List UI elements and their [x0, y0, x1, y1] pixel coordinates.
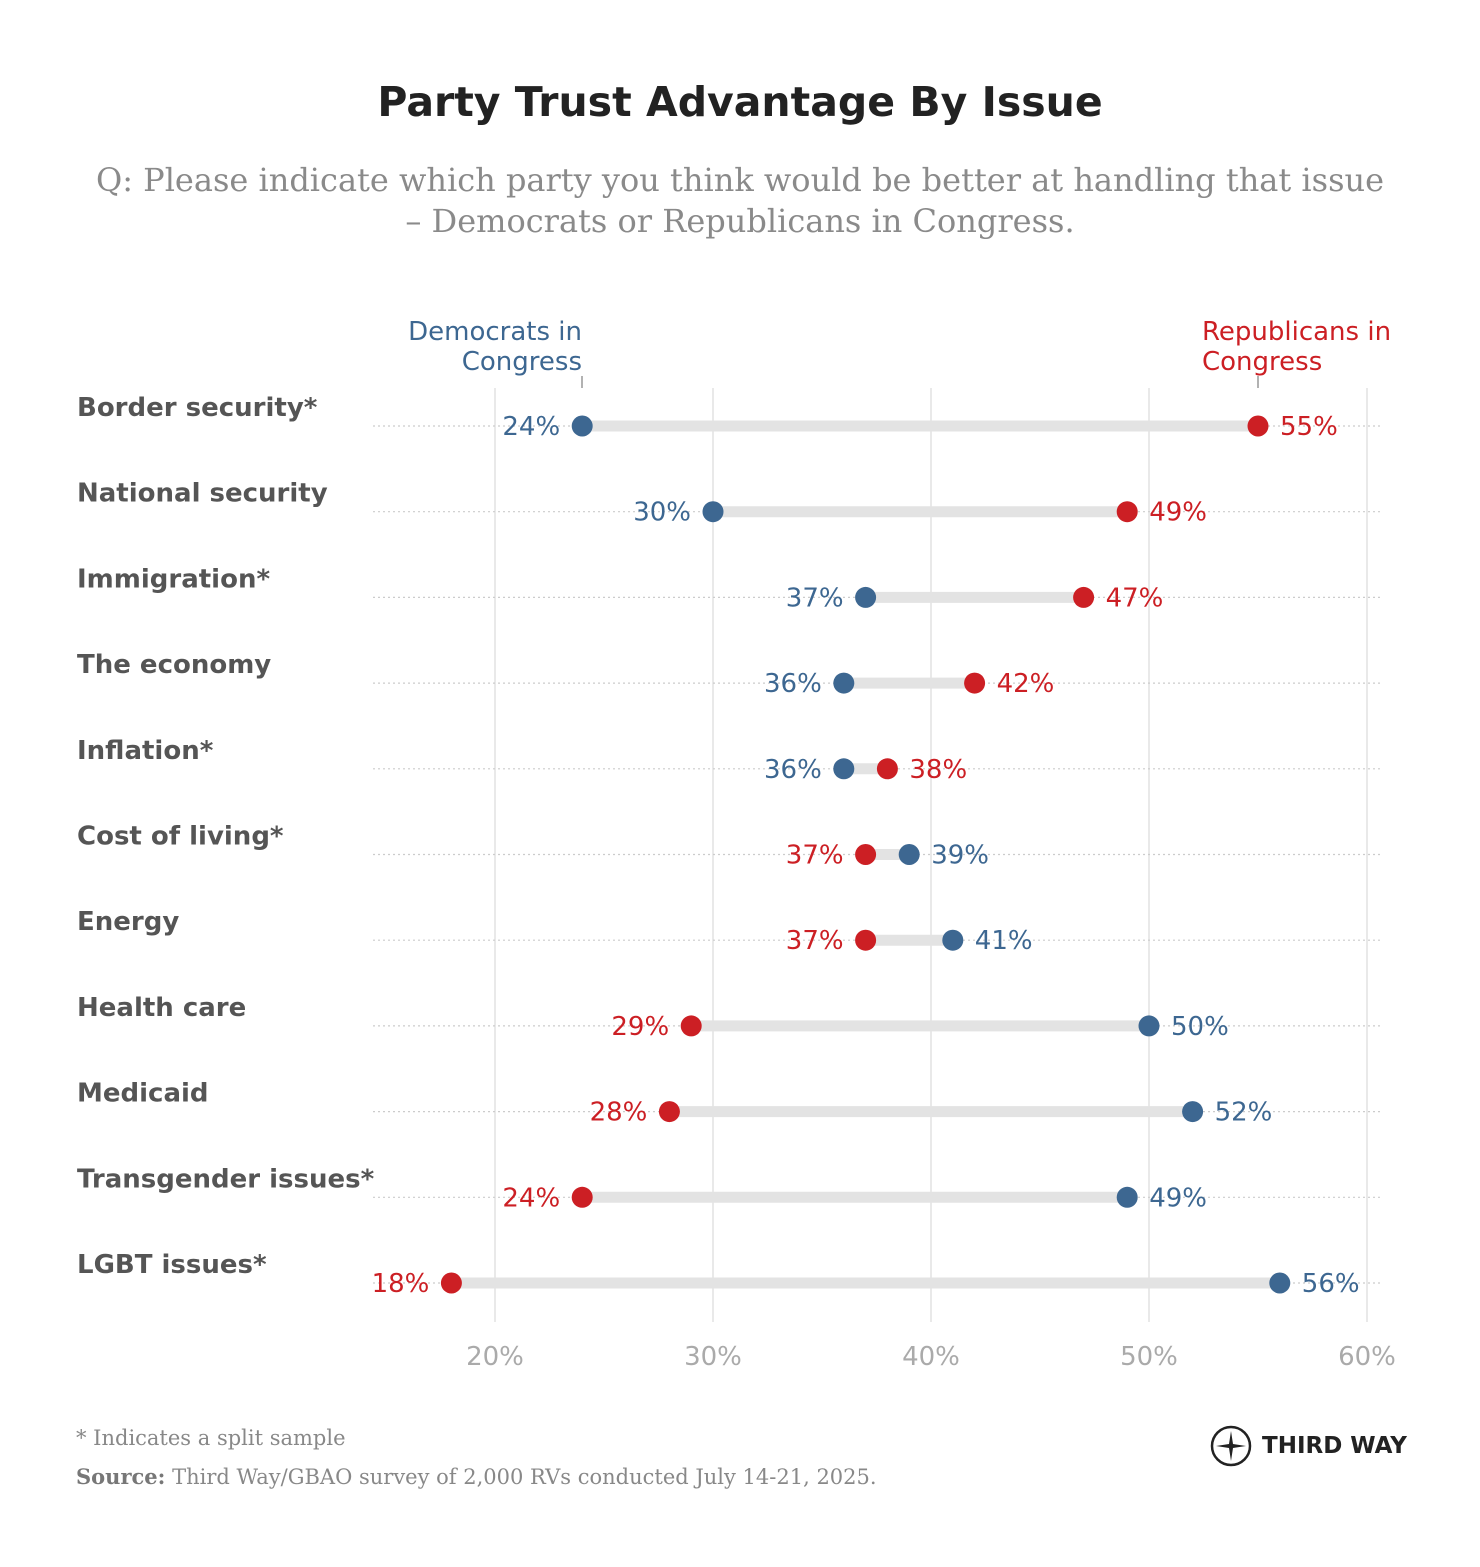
- republicans-value-label: 29%: [611, 1012, 669, 1042]
- republicans-point: [964, 672, 986, 694]
- logo-text: THIRD WAY: [1262, 1433, 1407, 1459]
- source-label: Source:: [76, 1464, 166, 1489]
- republicans-value-label: 37%: [786, 841, 844, 871]
- republicans-value-label: 18%: [372, 1269, 430, 1299]
- category-label: Medicaid: [77, 1079, 209, 1109]
- democrats-value-label: 39%: [931, 841, 989, 871]
- x-tick-label: 60%: [1338, 1342, 1396, 1372]
- democrats-value-label: 56%: [1302, 1269, 1360, 1299]
- democrats-series-label: Democrats in: [408, 317, 582, 347]
- republicans-value-label: 49%: [1149, 498, 1207, 528]
- republicans-point: [855, 844, 877, 865]
- democrats-point: [942, 929, 964, 951]
- chart-subtitle: Q: Please indicate which party you think…: [95, 161, 1385, 240]
- democrats-value-label: 30%: [633, 498, 691, 528]
- democrats-point: [1116, 1186, 1138, 1208]
- democrats-series-label: Congress: [462, 347, 582, 377]
- third-way-logo: THIRD WAY: [1210, 1425, 1407, 1467]
- democrats-point: [833, 672, 855, 694]
- democrats-point: [702, 501, 724, 523]
- x-tick-label: 40%: [902, 1342, 960, 1372]
- x-tick-label: 50%: [1120, 1342, 1178, 1372]
- category-label: Energy: [77, 907, 179, 937]
- democrats-value-label: 49%: [1149, 1183, 1207, 1213]
- democrats-value-label: 41%: [975, 926, 1033, 956]
- republicans-point: [1116, 501, 1138, 523]
- republicans-series-label: Congress: [1202, 347, 1322, 377]
- source-text: Third Way/GBAO survey of 2,000 RVs condu…: [172, 1465, 877, 1489]
- category-label: The economy: [77, 650, 271, 680]
- democrats-point: [898, 844, 920, 865]
- democrats-point: [855, 586, 877, 608]
- category-label: Inflation*: [77, 736, 214, 766]
- democrats-value-label: 24%: [502, 412, 560, 442]
- democrats-point: [1138, 1015, 1160, 1037]
- republicans-value-label: 28%: [590, 1098, 648, 1128]
- republicans-value-label: 24%: [502, 1183, 560, 1213]
- source-note: Source: Third Way/GBAO survey of 2,000 R…: [76, 1464, 877, 1489]
- category-label: Border security*: [77, 393, 318, 423]
- democrats-value-label: 37%: [786, 583, 844, 613]
- democrats-point: [1269, 1272, 1291, 1294]
- x-tick-label: 20%: [466, 1342, 524, 1372]
- category-label: Health care: [77, 993, 246, 1023]
- republicans-point: [658, 1101, 680, 1123]
- republicans-value-label: 42%: [997, 669, 1055, 699]
- footnote: * Indicates a split sample: [76, 1426, 346, 1450]
- democrats-point: [833, 758, 855, 780]
- democrats-value-label: 36%: [764, 755, 822, 785]
- republicans-series-label: Republicans in: [1202, 317, 1391, 347]
- democrats-point: [1182, 1101, 1204, 1123]
- x-tick-label: 30%: [684, 1342, 742, 1372]
- democrats-value-label: 52%: [1215, 1098, 1273, 1128]
- democrats-value-label: 50%: [1171, 1012, 1229, 1042]
- republicans-point: [876, 758, 898, 780]
- republicans-point: [571, 1186, 593, 1208]
- republicans-point: [440, 1272, 462, 1294]
- chart-title: Party Trust Advantage By Issue: [377, 78, 1103, 126]
- compass-icon: [1210, 1425, 1252, 1467]
- republicans-point: [855, 929, 877, 951]
- democrats-value-label: 36%: [764, 669, 822, 699]
- category-label: Cost of living*: [77, 822, 284, 852]
- category-label: Transgender issues*: [77, 1164, 375, 1194]
- republicans-point: [1247, 415, 1269, 437]
- democrats-point: [571, 415, 593, 437]
- republicans-point: [680, 1015, 702, 1037]
- category-label: National security: [77, 479, 328, 509]
- republicans-value-label: 38%: [909, 755, 967, 785]
- republicans-point: [1073, 586, 1095, 608]
- republicans-value-label: 47%: [1106, 583, 1164, 613]
- republicans-value-label: 37%: [786, 926, 844, 956]
- category-label: Immigration*: [77, 564, 270, 594]
- republicans-value-label: 55%: [1280, 412, 1338, 442]
- category-label: LGBT issues*: [77, 1250, 267, 1280]
